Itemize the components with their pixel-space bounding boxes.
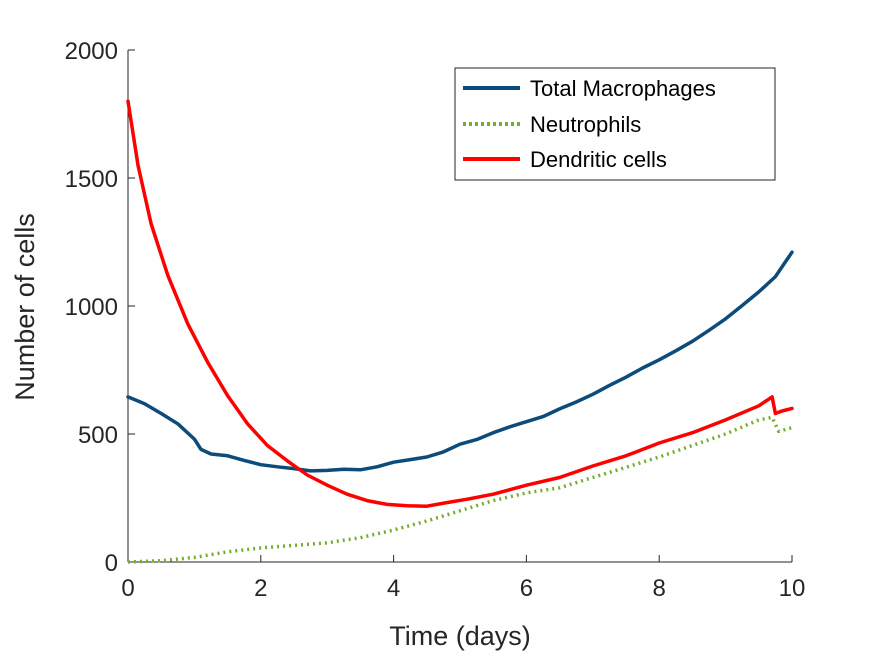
- y-tick-label: 0: [105, 550, 118, 577]
- legend-label-neutrophils: Neutrophils: [530, 112, 641, 137]
- x-axis-label: Time (days): [389, 621, 531, 651]
- series-line-dendritic-cells: [126, 99, 794, 508]
- x-tick-label: 0: [121, 575, 134, 602]
- y-tick-label: 500: [78, 422, 118, 449]
- y-tick-label: 2000: [65, 38, 118, 65]
- x-tick-label: 8: [653, 575, 666, 602]
- y-axis-label: Number of cells: [10, 213, 40, 401]
- x-tick-label: 6: [520, 575, 533, 602]
- series-line-total-macrophages: [126, 250, 794, 473]
- legend-label-total-macrophages: Total Macrophages: [530, 76, 716, 101]
- x-tick-label: 10: [779, 575, 806, 602]
- y-tick-label: 1000: [65, 294, 118, 321]
- y-tick-label: 1500: [65, 166, 118, 193]
- legend: Total Macrophages Neutrophils Dendritic …: [454, 67, 776, 181]
- x-tick-label: 4: [387, 575, 400, 602]
- series-line-neutrophils: [127, 415, 793, 564]
- axes: [127, 49, 793, 563]
- tick-labels: 0 2 4 6 8 10 0 500 1000 1500 2000: [65, 38, 806, 602]
- legend-label-dendritic-cells: Dendritic cells: [530, 147, 667, 172]
- series-lines: [126, 99, 794, 564]
- x-tick-label: 2: [254, 575, 267, 602]
